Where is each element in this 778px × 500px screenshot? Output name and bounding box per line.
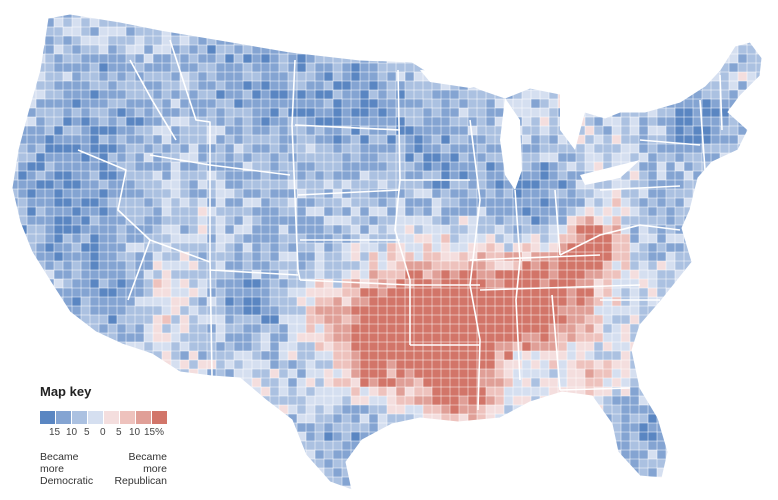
scale-tick: 0	[100, 427, 106, 438]
scale-swatch-7	[152, 411, 167, 424]
scale-labels: Became more Democratic Became more Repub…	[40, 451, 167, 487]
map-key-title: Map key	[40, 384, 92, 399]
lake-michigan	[500, 98, 522, 190]
scale-swatch-3	[88, 411, 103, 424]
scale-ticks: 15 10 5 0 5 10 15%	[40, 427, 180, 441]
color-scale	[40, 411, 180, 424]
lake-huron	[560, 94, 585, 150]
scale-tick: 10	[129, 427, 141, 438]
scale-swatch-5	[120, 411, 135, 424]
scale-swatch-4	[104, 411, 119, 424]
scale-swatch-1	[56, 411, 71, 424]
lake-superior	[420, 70, 500, 88]
lake-erie	[580, 160, 640, 185]
scale-swatch-2	[72, 411, 87, 424]
democratic-label: Became more Democratic	[40, 451, 94, 487]
scale-tick: 10	[66, 427, 78, 438]
scale-tick: 15%	[144, 427, 165, 438]
scale-tick: 15	[49, 427, 61, 438]
map-key: Map key 15 10 5 0 5 10 15% Became more D…	[40, 384, 180, 487]
republican-label: Became more Republican	[114, 451, 167, 487]
state-borders	[77, 39, 723, 411]
scale-swatch-0	[40, 411, 55, 424]
scale-tick: 5	[116, 427, 122, 438]
scale-tick: 5	[84, 427, 90, 438]
country-outline	[11, 13, 763, 491]
scale-swatch-6	[136, 411, 151, 424]
